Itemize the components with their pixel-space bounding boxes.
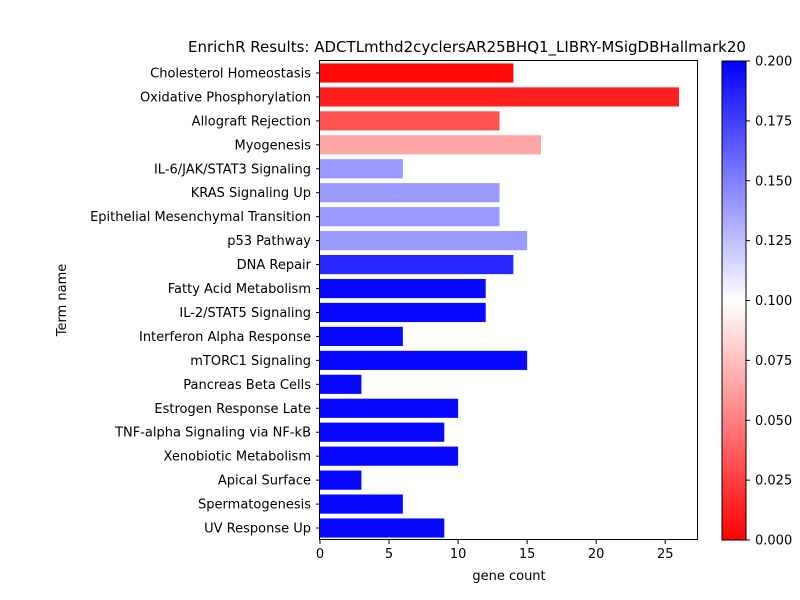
bar: [320, 254, 514, 275]
bar: [320, 446, 459, 466]
y-tick-label: Allograft Rejection: [192, 114, 311, 129]
y-tick-label: Spermatogenesis: [198, 498, 311, 513]
y-axis-label: Term name: [55, 264, 70, 338]
y-tick-label: Interferon Alpha Response: [139, 330, 311, 345]
bar: [320, 63, 514, 83]
bar: [320, 278, 486, 299]
colorbar-tick-label: 0.075: [755, 354, 792, 369]
colorbar-tick-label: 0.100: [755, 294, 792, 309]
colorbar-tick-label: 0.200: [755, 55, 792, 70]
colorbar: [721, 60, 747, 541]
y-tick-label: IL-2/STAT5 Signaling: [179, 306, 311, 321]
x-tick-label: 20: [588, 547, 605, 562]
y-tick-label: Pancreas Beta Cells: [183, 378, 311, 393]
x-tick-label: 15: [519, 547, 536, 562]
colorbar-tick-label: 0.050: [755, 414, 792, 429]
colorbar-tick-label: 0.125: [755, 234, 792, 249]
y-tick-label: p53 Pathway: [227, 234, 311, 249]
bar: [320, 326, 403, 347]
bar: [320, 350, 528, 370]
y-tick-label: IL-6/JAK/STAT3 Signaling: [154, 162, 311, 177]
bar: [320, 87, 680, 107]
bars-group: [320, 63, 680, 538]
y-tick-label: Epithelial Mesenchymal Transition: [90, 210, 311, 225]
bar: [320, 518, 445, 538]
bar: [320, 111, 500, 131]
y-tick-label: KRAS Signaling Up: [191, 186, 311, 201]
bar: [320, 398, 459, 418]
y-tick-labels: Cholesterol Homeostasis Oxidative Phospho…: [90, 66, 320, 537]
bar: [320, 231, 528, 251]
chart-title: EnrichR Results: ADCTLmthd2cyclersAR25BH…: [188, 38, 746, 57]
y-tick-label: UV Response Up: [204, 522, 311, 537]
colorbar-tick-label: 0.150: [755, 174, 792, 189]
colorbar-tick-label: 0.025: [755, 474, 792, 489]
y-tick-label: Oxidative Phosphorylation: [140, 90, 311, 105]
bar: [320, 183, 500, 203]
bar: [320, 470, 362, 490]
bar: [320, 494, 403, 514]
x-axis-label: gene count: [472, 569, 545, 584]
bar: [320, 374, 362, 394]
y-tick-label: Estrogen Response Late: [154, 402, 311, 417]
x-tick-label: 0: [316, 547, 324, 562]
x-tick-label: 25: [657, 547, 674, 562]
y-tick-label: Xenobiotic Metabolism: [164, 450, 311, 465]
bar: [320, 159, 403, 179]
y-tick-label: mTORC1 Signaling: [190, 354, 311, 369]
y-tick-label: Apical Surface: [218, 474, 311, 489]
y-tick-label: DNA Repair: [237, 258, 312, 273]
bar: [320, 302, 486, 323]
y-tick-label: TNF-alpha Signaling via NF-kB: [114, 426, 311, 441]
bar: [320, 135, 541, 155]
colorbar-tick-label: 0.000: [755, 534, 792, 549]
x-tick-label: 5: [385, 547, 393, 562]
plot-frame: [319, 60, 698, 540]
y-tick-label: Cholesterol Homeostasis: [150, 66, 311, 81]
y-tick-label: Fatty Acid Metabolism: [168, 282, 311, 297]
colorbar-ticks: 0.000 0.025 0.050 0.075 0.100 0.125 0.150 0.175…: [746, 55, 792, 549]
bar: [320, 207, 500, 227]
y-tick-label: Myogenesis: [234, 138, 311, 153]
bar: [320, 422, 445, 442]
x-tick-label: 10: [450, 547, 467, 562]
x-axis-ticks: 0 5 10 15 20 25: [316, 540, 674, 562]
colorbar-tick-label: 0.175: [755, 114, 792, 129]
